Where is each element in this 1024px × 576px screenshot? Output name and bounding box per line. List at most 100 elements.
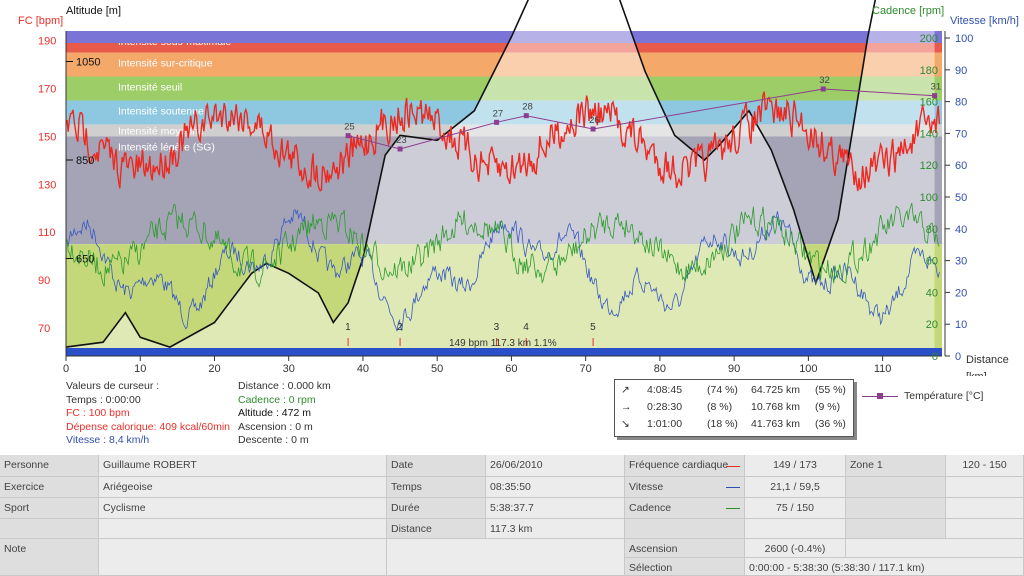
x-tick-label: 70 [580, 363, 592, 375]
cadence-tick-label: 20 [926, 319, 938, 331]
exercice-value: Ariégeoise [99, 477, 387, 498]
temperature-label: 31 [931, 82, 942, 93]
altitude-axis-label: Altitude [m] [66, 5, 121, 17]
zone-label: Zone 1 [846, 455, 946, 477]
hr-zone-band [66, 136, 942, 245]
speed-tick-label: 20 [955, 287, 967, 299]
fc-legend-line [726, 466, 740, 467]
hr-line [66, 91, 941, 192]
cursor-descent: Descente : 0 m [238, 434, 309, 446]
chart[interactable]: Intensité sous-maximaleIntensité sur-cri… [0, 0, 1024, 376]
temperature-label: 25 [344, 122, 355, 133]
x-tick-label: 30 [283, 363, 295, 375]
temps-label: Temps [387, 477, 486, 498]
climb-marker-label: 2 [397, 322, 403, 333]
x-tick-label: 110 [874, 363, 892, 375]
summary-dpct: (9 %) [815, 401, 841, 413]
down-arrow-icon: ↘ [621, 418, 630, 430]
ascension-value: 2600 (-0.4%) [745, 539, 846, 558]
hr-axis-label: FC [bpm] [18, 15, 63, 27]
cadence-axis-label: Cadence [rpm] [872, 5, 944, 17]
cursor-calories: Dépense calorique: 409 kcal/60min [66, 420, 231, 433]
cadence-label: Cadence [625, 498, 745, 519]
slope-summary: ↗ 4:08:45 (74 %) 64.725 km (55 %) → 0:28… [614, 379, 854, 437]
speed-tick-label: 0 [955, 351, 961, 363]
empty-zone-value-3 [946, 498, 1024, 519]
up-arrow-icon: ↗ [621, 384, 630, 396]
altitude-tick-label: 650 [76, 254, 94, 266]
hr-tick-label: 130 [38, 179, 56, 191]
x-tick-label: 80 [654, 363, 666, 375]
cadence-tick-label: 180 [920, 65, 938, 77]
hr-tick-label: 90 [38, 275, 50, 287]
temps-value: 08:35:50 [486, 477, 625, 498]
empty-zone-value-4 [946, 519, 1024, 539]
empty-label [0, 519, 99, 539]
hr-tick-label: 70 [38, 323, 50, 335]
x-tick-label: 60 [505, 363, 517, 375]
x-tick-label: 90 [728, 363, 740, 375]
cursor-cadence: Cadence : 0 rpm [238, 393, 316, 406]
temperature-label: 23 [396, 135, 407, 146]
hr-zone-label: Intensité sur-critique [118, 58, 213, 70]
cadence-value: 75 / 150 [745, 498, 846, 519]
cursor-time: Temps : 0:00:00 [66, 393, 141, 406]
hr-zone-band [66, 124, 942, 137]
exercice-label: Exercice [0, 477, 99, 498]
empty-zone-label-2 [846, 477, 946, 498]
sport-label: Sport [0, 498, 99, 519]
climb-marker-label: 3 [494, 322, 500, 333]
summary-dist: 10.768 km [751, 401, 801, 413]
cursor-altitude: Altitude : 472 m [238, 407, 311, 419]
duree-label: Durée [387, 498, 486, 519]
speed-tick-label: 80 [955, 97, 967, 109]
altitude-line [65, 0, 877, 348]
speed-tick-label: 90 [955, 65, 967, 77]
vitesse-label: Vitesse [625, 477, 745, 498]
cadence-tick-label: 200 [920, 33, 938, 45]
hr-zone-band [66, 244, 942, 352]
x-tick-label: 40 [357, 363, 369, 375]
summary-pct: (18 %) [707, 418, 738, 430]
speed-tick-label: 70 [955, 128, 967, 140]
temperature-point [523, 113, 529, 119]
altitude-tick-label: 850 [76, 155, 94, 167]
temperature-legend-marker [877, 393, 883, 399]
hr-zone-band [66, 52, 942, 77]
sport-value: Cyclisme [99, 498, 387, 519]
speed-axis-label: Vitesse [km/h] [950, 15, 1019, 27]
hr-zone-label: Intensité soutenue [118, 105, 204, 117]
empty-zone-label-4 [846, 519, 946, 539]
temperature-label: 27 [493, 108, 504, 119]
hr-tick-label: 110 [38, 227, 56, 239]
x-tick-label: 50 [431, 363, 443, 375]
temperature-point [820, 86, 826, 92]
zone-value: 120 - 150 [946, 455, 1024, 477]
summary-row-up: ↗ 4:08:45 (74 %) 64.725 km (55 %) [615, 382, 853, 399]
x-tick-label: 0 [63, 363, 69, 375]
summary-pct: (74 %) [707, 384, 738, 396]
summary-dpct: (36 %) [815, 418, 846, 430]
note-label: Note [0, 539, 99, 576]
cursor-title: Valeurs de curseur : [66, 380, 160, 392]
selection-value: 0:00:00 - 5:38:30 (5:38:30 / 117.1 km) [745, 558, 1024, 576]
empty-mid [387, 539, 625, 576]
speed-tick-label: 60 [955, 160, 967, 172]
cadence-line [66, 202, 940, 288]
temperature-point [397, 146, 403, 152]
x-tick-label: 20 [208, 363, 220, 375]
speed-tick-label: 10 [955, 319, 967, 331]
hr-tick-label: 190 [38, 36, 56, 48]
empty-zone-value-5 [846, 539, 1024, 558]
vitesse-value: 21,1 / 59,5 [745, 477, 846, 498]
climb-caption: 149 bpm 117.3 km 1.1% [449, 338, 557, 349]
hr-zone-label: Intensité moyenne [118, 125, 204, 137]
cadence-tick-label: 120 [920, 160, 938, 172]
temperature-point [345, 133, 351, 139]
cadence-tick-label: 160 [920, 97, 938, 109]
hr-tick-label: 170 [38, 83, 56, 95]
cadence-tick-label: 140 [920, 128, 938, 140]
cadence-tick-label: 40 [926, 287, 938, 299]
note-value[interactable] [99, 539, 387, 576]
empty-right-label [625, 519, 745, 539]
